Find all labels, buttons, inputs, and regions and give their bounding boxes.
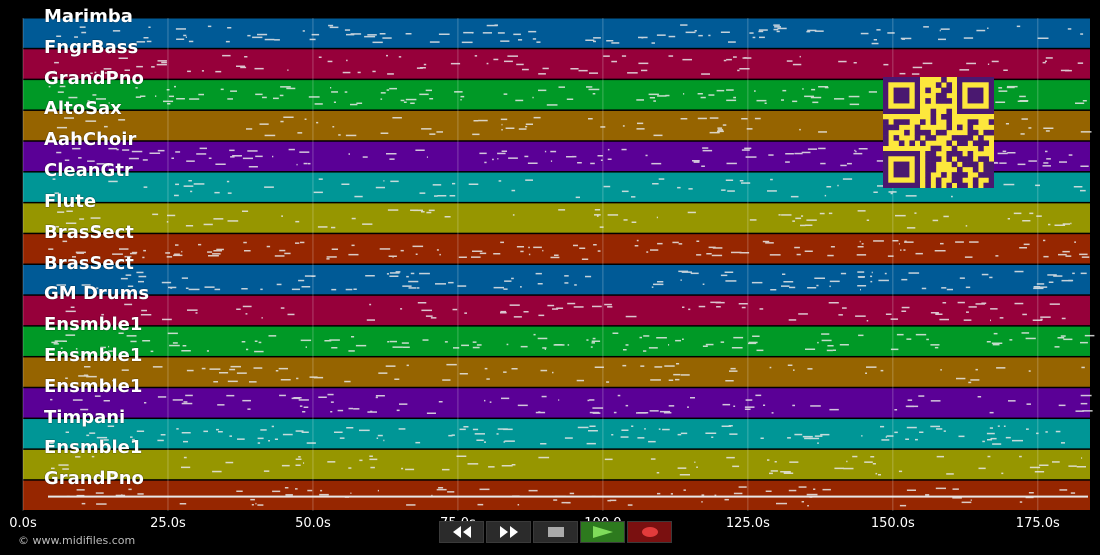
- track-notes: [56, 270, 1087, 291]
- track-label: Marimba: [44, 6, 133, 27]
- track-notes: [48, 85, 1087, 106]
- track-lane: [23, 18, 1090, 48]
- fast-forward-button[interactable]: [486, 521, 531, 543]
- track-notes: [51, 332, 1095, 353]
- track-lane: [23, 326, 1090, 356]
- track-notes: [51, 455, 1086, 476]
- track-notes: [65, 363, 1085, 384]
- track-label: AltoSax: [44, 98, 122, 120]
- track-lane: [23, 295, 1090, 326]
- qr-code: [883, 77, 995, 189]
- track-label: GrandPno: [44, 468, 144, 490]
- time-tick-label: 0.0s: [9, 516, 37, 531]
- track-notes: [48, 239, 1090, 260]
- rewind-icon: [452, 526, 471, 538]
- track-notes: [49, 209, 1072, 229]
- transport-controls: [439, 521, 672, 543]
- track-label: FngrBass: [44, 36, 139, 58]
- record-button[interactable]: [627, 521, 672, 543]
- rewind-button[interactable]: [439, 521, 484, 543]
- stop-button[interactable]: [533, 521, 578, 543]
- qr-code-image: [883, 77, 995, 189]
- track-lane: [23, 480, 1090, 510]
- sustained-note-line: [48, 495, 1088, 498]
- track-lane: [23, 449, 1090, 480]
- track-label: Timpani: [44, 406, 126, 428]
- fast-forward-icon: [499, 526, 518, 538]
- track-label: Ensmble1: [44, 375, 143, 397]
- track-lane: [23, 203, 1090, 233]
- track-label: GrandPno: [44, 67, 144, 89]
- record-icon: [641, 527, 658, 537]
- time-tick-label: 150.0s: [870, 516, 915, 531]
- track-notes: [56, 147, 1089, 168]
- time-tick-label: 125.0s: [725, 516, 770, 531]
- track-label: Ensmble1: [44, 344, 143, 366]
- track-label: GM Drums: [44, 283, 150, 305]
- track-label: CleanGtr: [44, 160, 133, 182]
- track-lane: [23, 419, 1090, 449]
- track-lane: [23, 234, 1090, 264]
- track-label: BrasSect: [44, 252, 134, 274]
- time-tick-label: 25.0s: [150, 516, 186, 531]
- track-notes: [56, 24, 1084, 45]
- track-lane: [23, 265, 1090, 295]
- play-icon: [592, 526, 613, 538]
- track-notes: [65, 301, 1066, 322]
- copyright-text: © www.midifiles.com: [18, 534, 136, 547]
- track-notes: [49, 425, 1065, 445]
- time-tick-label: 175.0s: [1015, 516, 1060, 531]
- track-lane: [23, 357, 1090, 387]
- track-notes: [52, 178, 1086, 199]
- track-label: Ensmble1: [44, 314, 143, 336]
- track-lane: [23, 388, 1090, 418]
- track-label: BrasSect: [44, 221, 134, 243]
- track-label: Ensmble1: [44, 437, 143, 459]
- track-label: AahChoir: [44, 129, 137, 151]
- stop-icon: [547, 527, 564, 537]
- track-notes: [53, 54, 1084, 75]
- time-tick-label: 50.0s: [295, 516, 331, 531]
- play-button[interactable]: [580, 521, 625, 543]
- track-label: Flute: [44, 190, 97, 212]
- track-notes: [50, 393, 1093, 414]
